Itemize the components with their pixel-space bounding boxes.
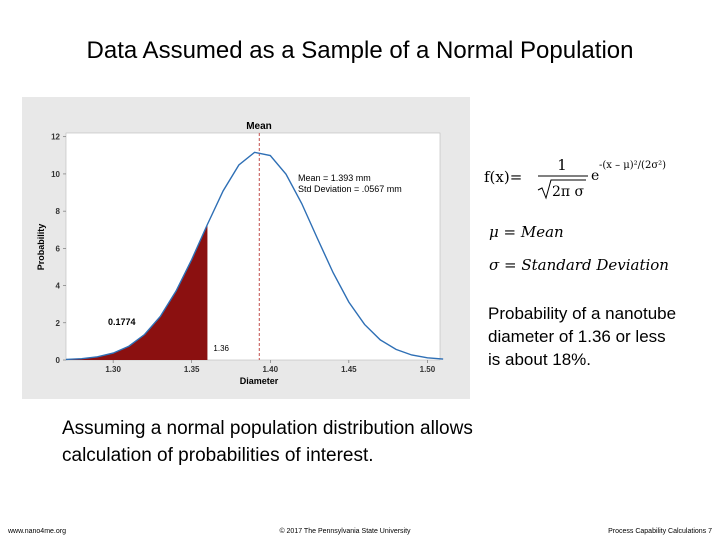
y-tick-label: 12 (51, 133, 60, 142)
y-tick-label: 6 (56, 244, 61, 253)
y-axis-label: Probability (36, 224, 46, 271)
annotation: Std Deviation = .0567 mm (298, 184, 402, 194)
y-tick-label: 2 (56, 319, 61, 328)
body-line: Assuming a normal population distributio… (62, 418, 473, 439)
shaded-area (66, 224, 208, 360)
y-tick-label: 10 (51, 170, 60, 179)
area-label: 0.1774 (108, 317, 136, 327)
x-axis-label: Diameter (240, 376, 279, 386)
footer-center: © 2017 The Pennsylvania State University (279, 527, 411, 535)
x-tick-label: 1.40 (262, 365, 278, 374)
note-line: diameter of 1.36 or less (488, 327, 666, 346)
definition: σ = Standard Deviation (489, 256, 669, 274)
x-tick-label: 1.30 (105, 365, 121, 374)
formula-exponent: -(x – μ)²/(2σ²) (599, 160, 666, 171)
body-line: calculation of probabilities of interest… (62, 445, 374, 466)
sqrt-sign (537, 179, 586, 200)
threshold-label: 1.36 (213, 344, 229, 353)
footer-right: Process Capability Calculations 7 (608, 528, 712, 535)
formula-lhs: f(x)= (484, 168, 522, 186)
x-tick-label: 1.45 (341, 365, 357, 374)
formula-denominator: 2π σ (552, 184, 585, 200)
annotation: Mean = 1.393 mm (298, 173, 371, 183)
note-line: is about 18%. (488, 350, 591, 369)
formula-base: e (591, 168, 599, 184)
chart-title: Mean (246, 121, 272, 132)
formula-numerator: 1 (557, 156, 567, 174)
distribution-curve (65, 151, 444, 361)
x-tick-label: 1.50 (420, 365, 436, 374)
slide-title: Data Assumed as a Sample of a Normal Pop… (87, 37, 634, 64)
chart: Mean Diameter Probability Mean = 1.393 m… (22, 97, 470, 399)
y-tick-label: 4 (56, 282, 61, 291)
x-tick-label: 1.35 (184, 365, 200, 374)
y-tick-label: 0 (56, 356, 61, 365)
y-tick-label: 8 (56, 207, 61, 216)
footer-left: www.nano4me.org (7, 528, 66, 535)
formula: f(x)= 1 2π σ e -(x – μ)²/(2σ²) (484, 156, 666, 200)
plot-area (65, 132, 441, 361)
definition: μ = Mean (489, 223, 564, 241)
note-line: Probability of a nanotube (488, 304, 676, 323)
